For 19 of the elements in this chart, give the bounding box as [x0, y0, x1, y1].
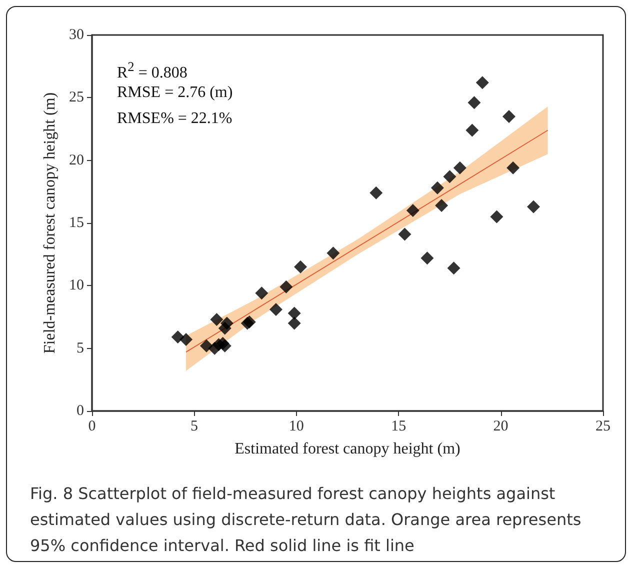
annotation: RMSE% = 22.1%	[117, 109, 232, 129]
y-tick-label: 10	[69, 278, 84, 294]
x-tick-label: 25	[596, 418, 610, 434]
x-tick-label: 10	[288, 418, 304, 434]
annotation: R$^{2}$ = 0.808	[117, 58, 188, 84]
x-tick-label: 20	[493, 418, 508, 434]
caption: Fig. 8 Scatterplot of field-measured forest canopy heights against estimated values using discrete-return data. Orange area represents 95% confidence interval. Red solid line is fit line	[30, 483, 582, 557]
y-tick-label: 30	[69, 27, 84, 43]
y-tick-label: 15	[69, 215, 84, 231]
y-axis-title: Field-measured forest canopy height (m)	[42, 92, 58, 354]
y-tick-label: 5	[76, 340, 84, 356]
annotation: RMSE = 2.76 (m)	[117, 83, 233, 103]
y-tick-label: 0	[76, 403, 84, 419]
y-tick-label: 25	[69, 90, 84, 106]
y-tick-label: 20	[69, 152, 84, 168]
x-tick-label: 0	[88, 418, 96, 434]
x-tick-label: 15	[391, 418, 406, 434]
x-axis-title: Estimated forest canopy height (m)	[234, 440, 460, 458]
x-tick-label: 5	[190, 418, 198, 434]
